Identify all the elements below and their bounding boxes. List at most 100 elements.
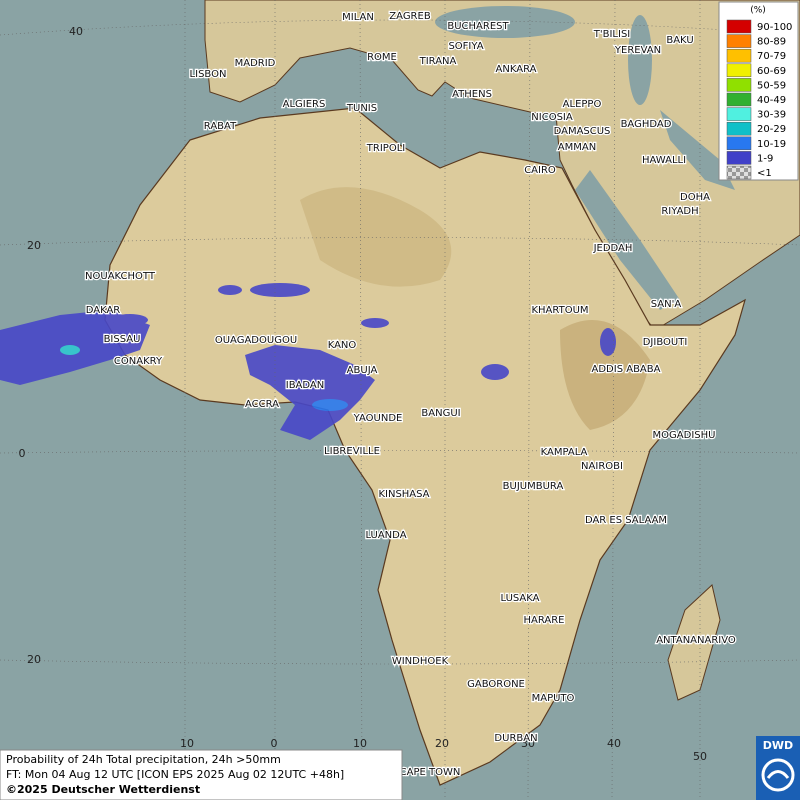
grid-label: 20 (435, 737, 449, 750)
caption-line: FT: Mon 04 Aug 12 UTC [ICON EPS 2025 Aug… (6, 768, 344, 781)
city-label: LUANDA (365, 530, 406, 541)
legend-label: 20-29 (757, 124, 786, 135)
city-label: MAPUTO (532, 693, 575, 704)
red-sea (575, 170, 680, 310)
city-label: JEDDAH (593, 243, 633, 254)
city-label: ACCRA (245, 399, 279, 410)
city-label: ANTANANARIVO (656, 635, 736, 646)
city-label: DAKAR (86, 305, 121, 316)
caption-line: Probability of 24h Total precipitation, … (6, 753, 281, 766)
legend-swatch (726, 136, 752, 151)
persian-gulf (660, 110, 735, 190)
city-label: LIBREVILLE (324, 446, 380, 457)
precip-areas (0, 283, 616, 440)
city-label: IBADAN (286, 380, 325, 391)
logo-icon (761, 758, 795, 792)
city-label: ADDIS ABABA (592, 364, 661, 375)
city-label: MILAN (342, 12, 374, 23)
city-label: BAKU (666, 35, 693, 46)
city-label: SOFIYA (448, 41, 483, 52)
grid-label: 10 (180, 737, 194, 750)
city-label: OUAGADOUGOU (215, 335, 297, 346)
city-label: LISBON (190, 69, 227, 80)
grid-label: 50 (693, 750, 707, 763)
grid-label: 40 (69, 25, 83, 38)
city-label: LUSAKA (501, 593, 540, 604)
city-label: ABUJA (347, 365, 378, 376)
legend-title: (%) (750, 6, 766, 16)
grid-label: 40 (607, 737, 621, 750)
legend-label: 1-9 (757, 153, 773, 164)
labels: 40 20 0 20 10 0 10 20 30 40 50 MILAN ZAGREB BUCHAREST… (19, 10, 792, 780)
legend-swatch (726, 165, 752, 180)
legend-label: 80-89 (757, 37, 786, 48)
city-label: BUJUMBURA (503, 481, 564, 492)
legend-swatch (726, 78, 752, 92)
city-label: RABAT (204, 121, 237, 132)
logo-icon (766, 770, 790, 779)
legend-label: 60-69 (757, 66, 786, 77)
city-label: DURBAN (494, 733, 537, 744)
city-label: WINDHOEK (392, 656, 449, 667)
legend-label: 50-59 (757, 80, 786, 91)
city-label: ALEPPO (563, 99, 602, 110)
legend-swatch (726, 121, 752, 136)
city-label: DAR ES SALAAM (585, 515, 667, 526)
city-label: YAOUNDE (353, 413, 403, 424)
city-label: MADRID (235, 58, 276, 69)
legend-swatch (726, 92, 752, 107)
city-label: BAGHDAD (621, 119, 672, 130)
legend-swatch (726, 63, 752, 78)
city-label: TRIPOLI (366, 143, 405, 154)
legend-label: 70-79 (757, 51, 786, 62)
city-label: GABORONE (467, 679, 525, 690)
city-label: T'BILISI (593, 29, 630, 40)
city-label: ZAGREB (389, 11, 431, 22)
legend-swatch (726, 151, 752, 165)
black-sea (435, 6, 575, 38)
legend-swatch (726, 19, 752, 34)
legend-label: <1 (757, 168, 772, 179)
land-africa (104, 107, 746, 786)
legend-swatch (726, 48, 752, 63)
city-label: TIRANA (419, 56, 457, 67)
city-label: KHARTOUM (531, 305, 588, 316)
legend-swatch (726, 34, 752, 48)
legend-label: 30-39 (757, 110, 786, 121)
caption-box (0, 749, 403, 801)
city-label: CONAKRY (114, 356, 163, 367)
city-label: CAPE TOWN (400, 767, 461, 778)
city-label: NOUAKCHOTT (85, 271, 156, 282)
city-label: NICOSIA (531, 112, 573, 123)
city-label: ALGIERS (283, 99, 326, 110)
city-label: AMMAN (558, 142, 596, 153)
grid-label: 10 (353, 737, 367, 750)
grid-label: 20 (27, 653, 41, 666)
city-label: ROME (367, 52, 397, 63)
city-label: HAWALLI (642, 155, 686, 166)
city-label: KAMPALA (541, 447, 588, 458)
city-label: DOHA (680, 192, 710, 203)
legend-swatch (726, 107, 752, 121)
grid-label: 20 (27, 239, 41, 252)
city-label: RIYADH (661, 206, 698, 217)
land-eurasia (204, 0, 800, 331)
city-label: BANGUI (421, 408, 460, 419)
city-label: TUNIS (346, 103, 377, 114)
city-label: MOGADISHU (653, 430, 716, 441)
city-label: SAN'A (651, 299, 682, 310)
city-label: DJIBOUTI (643, 337, 688, 348)
legend-label: 40-49 (757, 95, 786, 106)
city-label: HARARE (523, 615, 564, 626)
city-label: BUCHAREST (447, 21, 509, 32)
grid-label: 0 (19, 447, 26, 460)
city-label: YEREVAN (614, 45, 661, 56)
madagascar (667, 584, 721, 701)
legend-label: 10-19 (757, 139, 786, 150)
legend: (%) 90-100 80-89 70-79 60-69 50-59 40-49 30-39… (718, 1, 799, 181)
relief (300, 187, 452, 287)
grid-label: 0 (271, 737, 278, 750)
caspian-sea (628, 15, 652, 105)
